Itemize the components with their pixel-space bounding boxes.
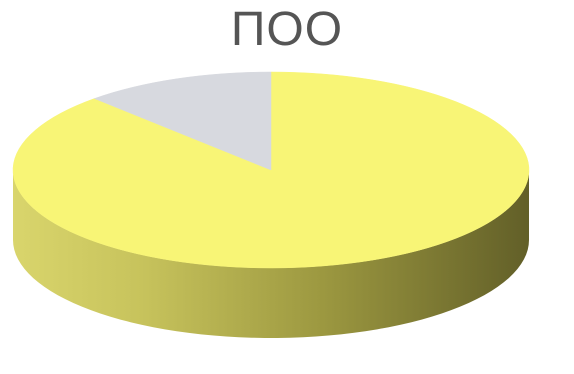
chart-title: ПОО [230,3,344,56]
pie-sides [13,170,529,338]
pie-tops [12,71,530,269]
pie-slice-side-1 [13,170,529,338]
pie-slice-2 [93,71,272,171]
